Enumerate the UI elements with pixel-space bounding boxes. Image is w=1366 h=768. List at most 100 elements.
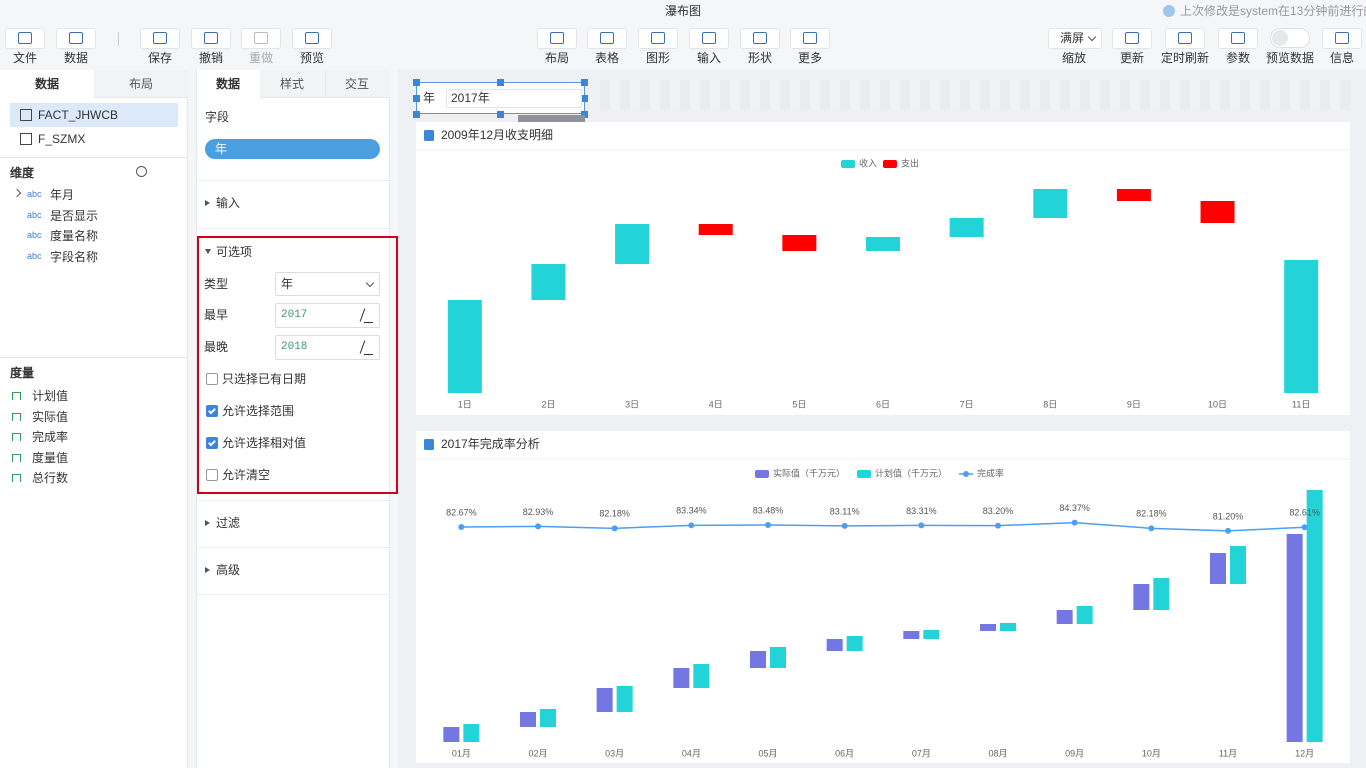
dimension-field[interactable]: 字段名称 [50,249,99,264]
tool-label[interactable]: 更多 [797,51,823,65]
tool-label[interactable]: 缩放 [1061,51,1087,65]
section-arrow[interactable] [205,200,210,206]
tool-icon[interactable] [241,28,281,49]
dimension-field[interactable]: 度量名称 [50,229,99,243]
tool-icon[interactable] [56,28,96,49]
table-name[interactable]: FACT_JHWCB [38,108,119,122]
mid-tab[interactable]: 样式 [279,77,305,91]
section-arrow[interactable] [205,567,210,573]
tool-label[interactable]: 输入 [696,51,722,65]
tool-icon[interactable] [587,28,627,49]
section-arrow[interactable] [205,249,211,254]
x-tick-label: 05月 [758,748,777,758]
tool-label[interactable]: 撤销 [198,51,224,65]
tool-label[interactable]: 参数 [1225,51,1251,65]
checkbox[interactable] [206,405,218,417]
tool-label[interactable]: 数据 [63,51,89,65]
bar [1153,578,1170,610]
tool-icon[interactable] [1322,28,1362,49]
checkbox[interactable] [206,437,218,449]
tool-label[interactable]: 重做 [248,51,274,65]
table-icon [20,133,32,145]
tool-label[interactable]: 文件 [12,51,38,65]
left-tab-inactive [94,70,188,98]
divider [197,594,389,595]
tool-icon[interactable] [740,28,780,49]
year-input[interactable] [275,335,380,360]
table-icon [20,109,32,121]
type-select[interactable] [275,272,380,296]
tool-icon[interactable] [790,28,830,49]
status-text: 上次修改是system在13分钟前进行的 [1180,4,1366,18]
tool-label[interactable]: 保存 [147,51,173,65]
tool-icon[interactable] [5,28,45,49]
section-header[interactable]: 输入 [216,196,241,210]
divider [197,180,389,181]
checkbox-label[interactable]: 允许清空 [222,468,271,482]
tool-icon[interactable] [689,28,729,49]
measure-field[interactable]: 总行数 [32,471,69,485]
checkbox-label[interactable]: 允许选择范围 [222,404,295,418]
tool-label[interactable]: 预览 [299,51,325,65]
checkbox[interactable] [206,469,218,481]
resize-handle [413,111,420,118]
line-point [1148,525,1155,532]
doc-title[interactable]: 瀑布图 [664,4,702,18]
dimension-field[interactable]: 是否显示 [50,208,99,223]
field-type: abc [27,250,42,261]
line-point [1071,519,1078,526]
checkbox[interactable] [206,373,218,385]
tool-label[interactable]: 布局 [544,51,570,65]
bar [1284,260,1319,393]
tool-label[interactable]: 图形 [645,51,671,65]
measure-field[interactable]: 完成率 [32,430,69,444]
section-header[interactable]: 高级 [216,563,241,577]
measure-field[interactable]: 度量值 [32,450,69,465]
mid-tab[interactable]: 交互 [344,77,370,91]
bar [1116,189,1151,201]
zoom-select[interactable] [1048,28,1102,49]
x-tick-label: 5日 [792,399,806,409]
measure-field[interactable]: 实际值 [32,409,69,424]
tool-label[interactable]: 预览数据 [1265,51,1315,65]
tool-label[interactable]: 定时刷新 [1160,51,1210,65]
tool-icon[interactable] [1112,28,1152,49]
field-chip[interactable] [205,139,380,159]
mid-tab[interactable]: 数据 [215,77,241,91]
section-header[interactable]: 过滤 [216,516,241,530]
filter-select[interactable] [446,89,582,108]
table-name[interactable]: F_SZMX [38,132,86,146]
legend-swatch [883,160,897,168]
measure-field[interactable]: 计划值 [32,389,69,403]
tool-label[interactable]: 更新 [1119,51,1145,65]
tool-icon[interactable] [1218,28,1258,49]
bar [615,224,650,264]
line-point [765,521,771,528]
year-input[interactable] [275,303,380,328]
tool-icon[interactable] [1165,28,1205,49]
bar [1306,490,1323,742]
checkbox-label[interactable]: 允许选择相对值 [222,436,307,450]
tool-label[interactable]: 形状 [747,51,773,65]
checkbox-label[interactable]: 只选择已有日期 [222,372,307,386]
x-tick-label: 7日 [960,399,974,409]
divider [0,157,188,158]
tool-icon[interactable] [140,28,180,49]
tool-icon[interactable] [292,28,332,49]
tool-label[interactable]: 信息 [1329,51,1355,65]
dimension-field[interactable]: 年月 [50,188,75,202]
table-selected [10,103,178,127]
tool-icon[interactable] [638,28,678,49]
zoom-select-value[interactable]: 满屏 [1060,31,1085,45]
tool-icon[interactable] [191,28,231,49]
bar [903,631,920,639]
tool-icon[interactable] [537,28,577,49]
section-header[interactable]: 可选项 [216,245,253,259]
bar [782,235,817,251]
left-tab[interactable]: 布局 [128,77,154,91]
tool-label[interactable]: 表格 [594,51,620,65]
section-arrow[interactable] [205,520,210,526]
search-icon[interactable] [136,166,147,177]
left-tab[interactable]: 数据 [34,77,60,91]
bar [1133,584,1150,610]
